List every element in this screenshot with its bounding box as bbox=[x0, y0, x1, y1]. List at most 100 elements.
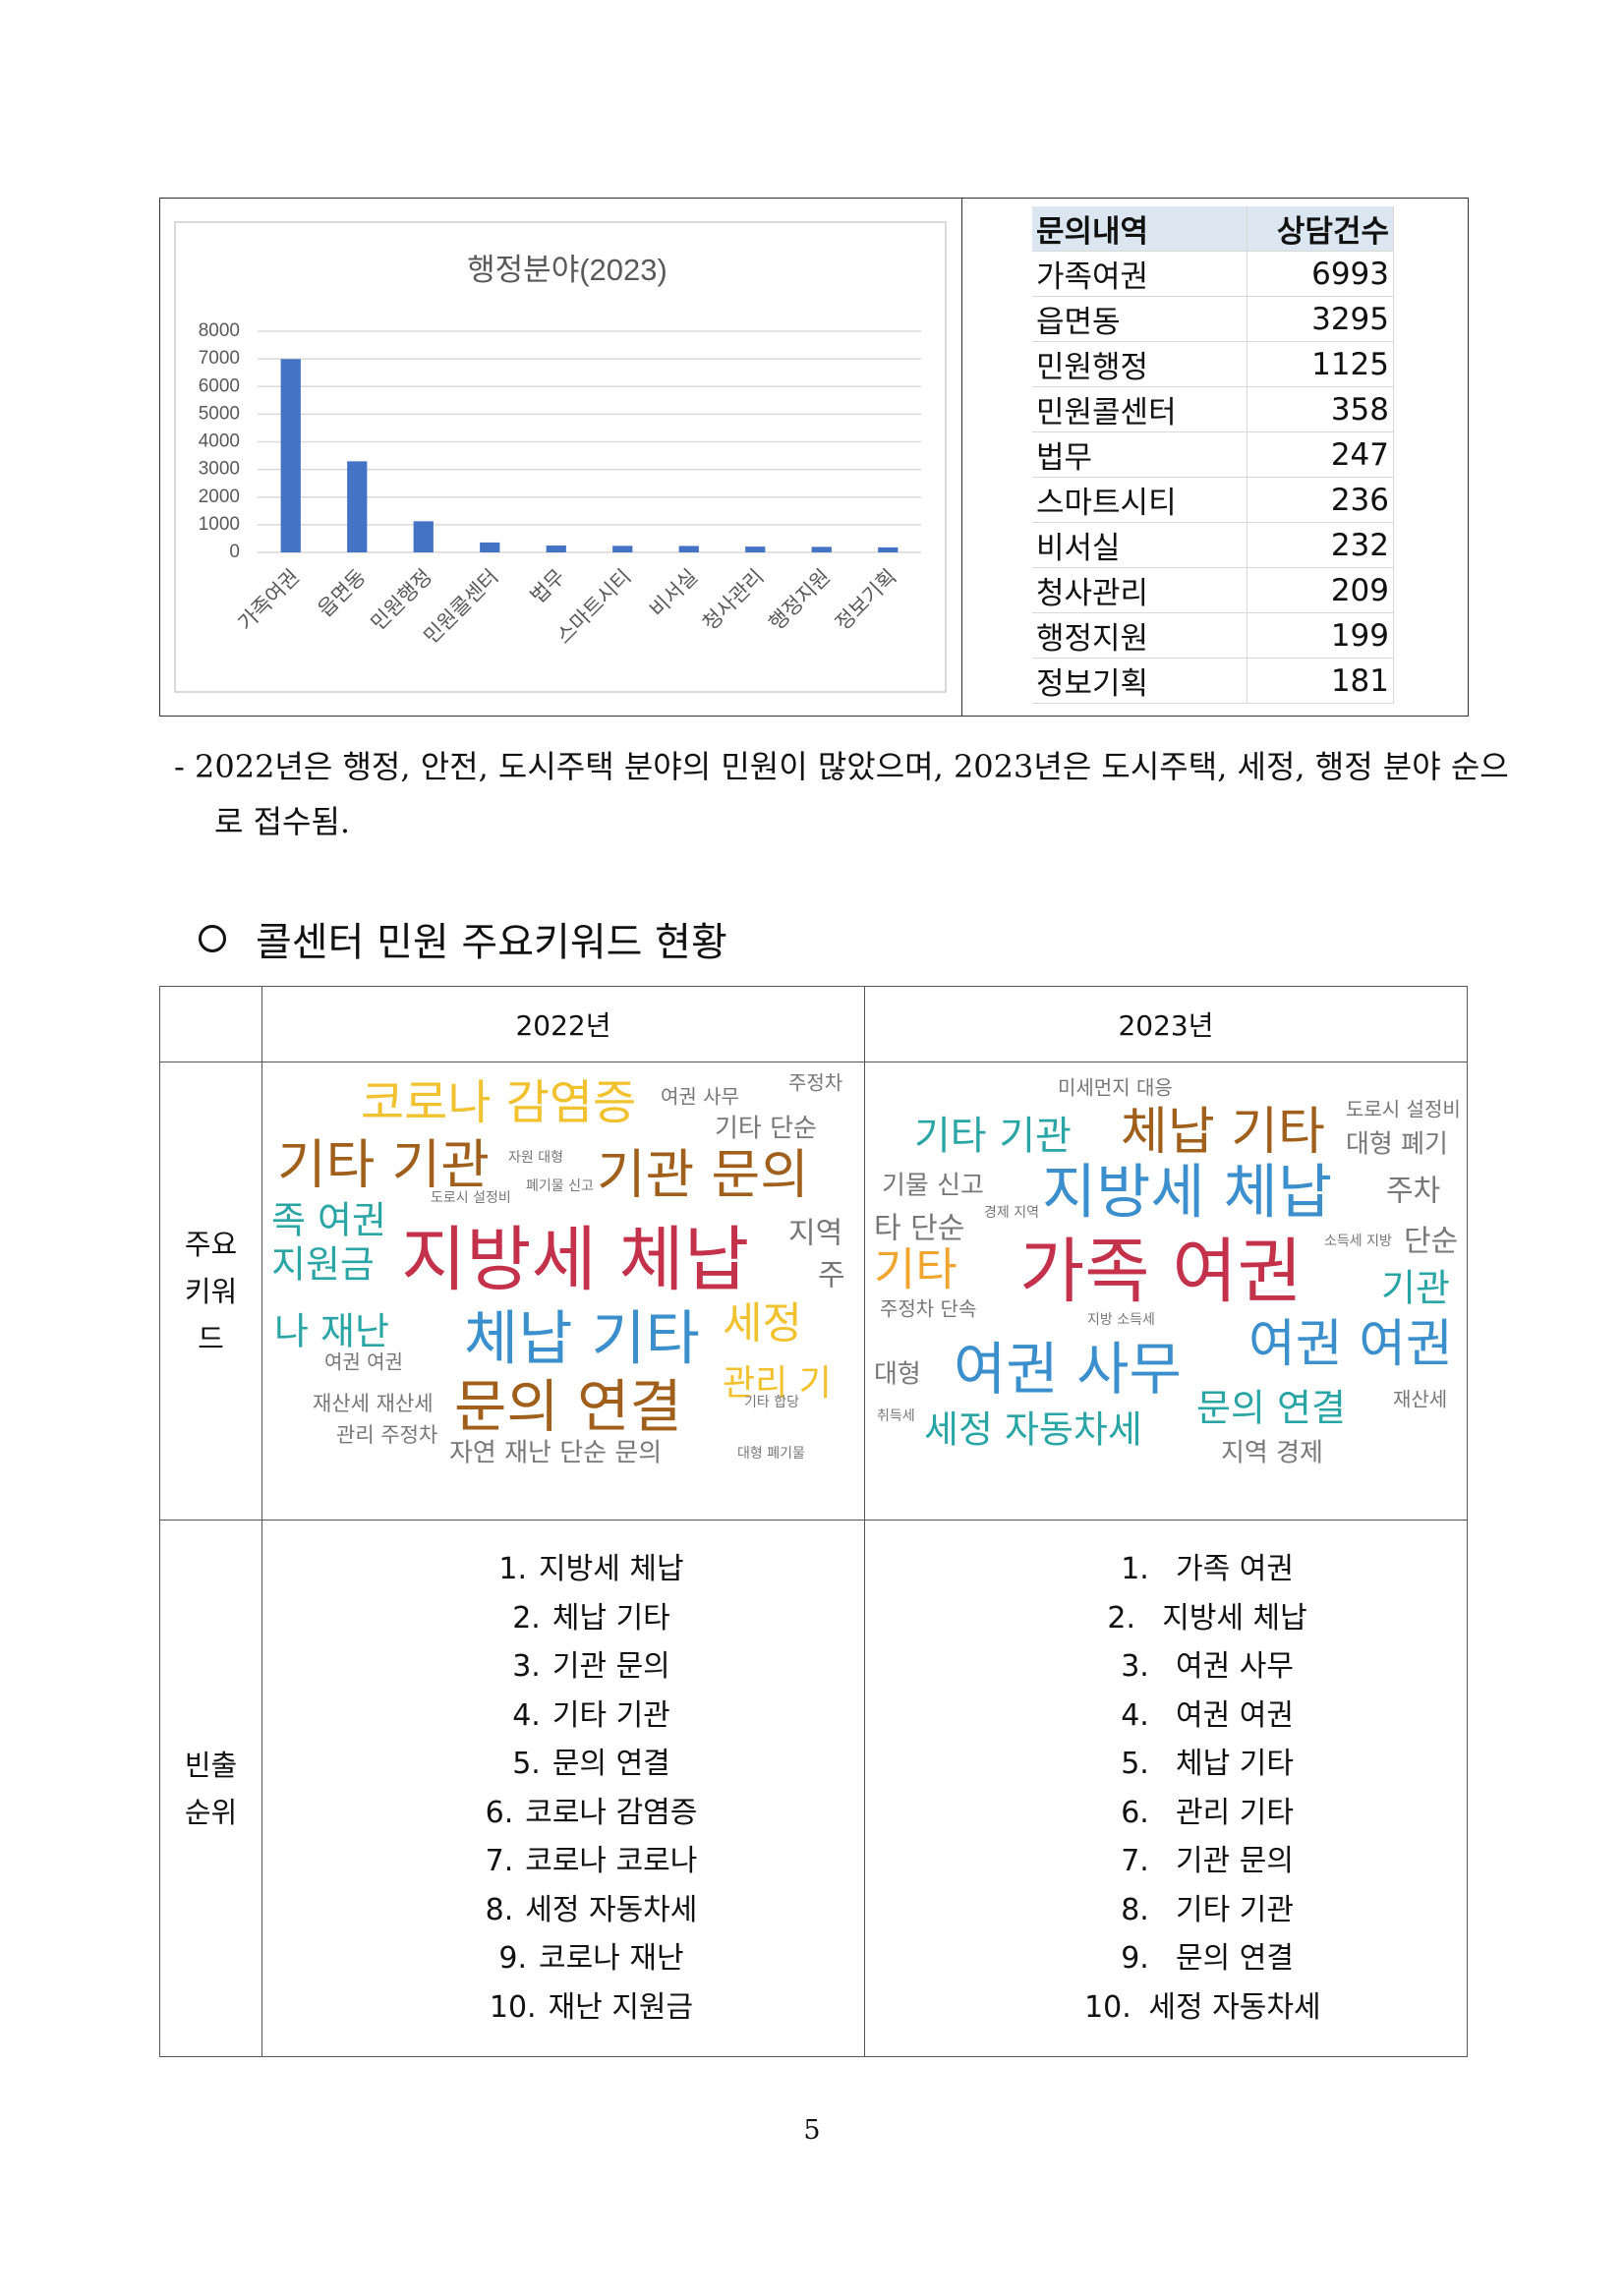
rank-number: 10. bbox=[489, 1989, 537, 2025]
cloud-word: 문의 연결 bbox=[1196, 1387, 1346, 1430]
rank-keyword: 세정 자동차세 bbox=[1148, 1989, 1321, 2025]
count-cell: 6993 bbox=[1247, 251, 1394, 297]
ranking-item: 7. 기관 문의 bbox=[921, 1837, 1467, 1886]
ranking-item: 6. 관리 기타 bbox=[921, 1789, 1467, 1838]
table-row: 정보기획 181 bbox=[1032, 658, 1394, 704]
y-tick-label: 1000 bbox=[199, 514, 240, 535]
ranking-cell: 1. 가족 여권 2. 지방세 체납 3. 여권 사무 4. 여권 여권 5. 체납 기타 6. 관리… bbox=[864, 1520, 1468, 2057]
ranking-item: 7. 코로나 코로나 bbox=[319, 1837, 864, 1886]
cloud-word: 기타 bbox=[874, 1243, 957, 1296]
cloud-word: 대형 bbox=[874, 1360, 921, 1390]
cloud-word: 지원금 bbox=[271, 1243, 375, 1287]
ranking-item: 3. 여권 사무 bbox=[921, 1642, 1467, 1692]
chart-title: 행정분야(2023) bbox=[467, 253, 667, 287]
table-row: 읍면동 3295 bbox=[1032, 296, 1394, 342]
rank-number: 2. bbox=[1107, 1600, 1136, 1636]
count-cell: 236 bbox=[1247, 477, 1394, 523]
row-label: 주요키워드 bbox=[159, 1062, 262, 1521]
y-tick-label: 6000 bbox=[199, 375, 240, 396]
rank-keyword: 재난 지원금 bbox=[548, 1989, 694, 2025]
column-header: 2023년 bbox=[864, 986, 1468, 1062]
row-label-text: 주요키워드 bbox=[184, 1227, 238, 1355]
y-tick-label: 0 bbox=[229, 542, 240, 562]
ranking-item: 3. 기관 문의 bbox=[319, 1642, 864, 1692]
cloud-word: 주정차 bbox=[788, 1071, 842, 1095]
rank-keyword: 여권 여권 bbox=[1176, 1697, 1294, 1733]
y-tick-label: 7000 bbox=[199, 348, 240, 369]
category-cell: 민원콜센터 bbox=[1032, 386, 1247, 432]
table-header: 상담건수 bbox=[1247, 206, 1394, 252]
rank-keyword: 관리 기타 bbox=[1176, 1795, 1294, 1830]
row-label-text: 빈출 순위 bbox=[184, 1748, 238, 1829]
ranking-item: 4. 여권 여권 bbox=[921, 1692, 1467, 1741]
cloud-word: 기타 단순 bbox=[715, 1115, 817, 1144]
section-title: 콜센터 민원 주요키워드 현황 bbox=[256, 920, 727, 965]
table-row: 민원행정 1125 bbox=[1032, 341, 1394, 387]
cloud-word: 기관 문의 bbox=[597, 1144, 809, 1206]
category-cell: 가족여권 bbox=[1032, 251, 1247, 297]
cloud-word: 관리 기 bbox=[723, 1363, 832, 1404]
bar bbox=[745, 546, 766, 552]
bar bbox=[280, 359, 301, 552]
ranking-item: 10. 세정 자동차세 bbox=[921, 1983, 1467, 2033]
divider bbox=[961, 198, 962, 717]
count-cell: 1125 bbox=[1247, 341, 1394, 387]
bar bbox=[878, 546, 899, 552]
rank-keyword: 지방세 체납 bbox=[1162, 1600, 1307, 1636]
cloud-word: 대형 폐기물 bbox=[737, 1446, 805, 1462]
cloud-word: 여권 사무 bbox=[661, 1085, 739, 1109]
y-tick-label: 2000 bbox=[199, 487, 240, 507]
ranking-item: 4. 기타 기관 bbox=[319, 1692, 864, 1741]
count-cell: 232 bbox=[1247, 522, 1394, 568]
category-cell: 스마트시티 bbox=[1032, 477, 1247, 523]
cloud-word: 기타 기관 bbox=[277, 1134, 490, 1196]
figure-box bbox=[159, 198, 1469, 717]
count-cell: 209 bbox=[1247, 567, 1394, 613]
count-cell: 3295 bbox=[1247, 296, 1394, 342]
rank-number: 4. bbox=[1121, 1697, 1149, 1733]
cloud-word: 지역 bbox=[788, 1217, 842, 1251]
table-header: 문의내역 bbox=[1032, 206, 1247, 252]
rank-number: 9. bbox=[1121, 1941, 1149, 1976]
rank-keyword: 가족 여권 bbox=[1176, 1552, 1294, 1586]
table-row: 가족여권 6993 bbox=[1032, 251, 1394, 297]
cloud-word: 주정차 단속 bbox=[880, 1297, 976, 1321]
rank-keyword: 여권 사무 bbox=[1176, 1649, 1294, 1684]
rank-keyword: 기타 기관 bbox=[1176, 1892, 1294, 1927]
cloud-word: 지방세 체납 bbox=[401, 1219, 749, 1301]
rank-number: 1. bbox=[1121, 1552, 1149, 1586]
ranking-item: 6. 코로나 감염증 bbox=[319, 1789, 864, 1838]
paragraph: - 2022년은 행정, 안전, 도시주택 분야의 민원이 많았으며, 2023… bbox=[174, 748, 1509, 840]
rank-keyword: 체납 기타 bbox=[551, 1600, 670, 1636]
ranking-list: 1. 가족 여권 2. 지방세 체납 3. 여권 사무 4. 여권 여권 5. 체납 기타 6. 관리… bbox=[865, 1545, 1467, 2032]
ranking-item: 8. 세정 자동차세 bbox=[319, 1886, 864, 1935]
ranking-item: 1. 지방세 체납 bbox=[319, 1545, 864, 1594]
cloud-word: 나 재난 bbox=[274, 1310, 389, 1353]
cloud-word: 가족 여권 bbox=[1019, 1231, 1303, 1313]
ranking-item: 1. 가족 여권 bbox=[921, 1545, 1467, 1594]
cloud-word: 기물 신고 bbox=[882, 1172, 984, 1201]
rank-keyword: 문의 연결 bbox=[1176, 1941, 1294, 1976]
rank-number: 8. bbox=[1121, 1892, 1149, 1927]
column-header: 2022년 bbox=[261, 986, 865, 1062]
cloud-word: 소득세 지방 bbox=[1324, 1234, 1392, 1249]
cloud-word: 도로시 설정비 bbox=[1346, 1098, 1461, 1121]
wordcloud-cell: 미세먼지 대응 도로시 설정비 기타 기관 체납 기타 대형 폐기 기물 신고 지방세 체납… bbox=[864, 1062, 1468, 1521]
y-tick-label: 8000 bbox=[199, 320, 240, 341]
section-heading: 콜센터 민원 주요키워드 현황 bbox=[199, 910, 727, 967]
rank-keyword: 지방세 체납 bbox=[539, 1552, 684, 1586]
cloud-word: 자원 대형 bbox=[508, 1150, 563, 1166]
ranking-item: 5. 체납 기타 bbox=[921, 1740, 1467, 1789]
rank-keyword: 코로나 재난 bbox=[539, 1941, 684, 1976]
cloud-word: 도로시 설정비 bbox=[431, 1190, 511, 1206]
rank-keyword: 기관 문의 bbox=[551, 1649, 670, 1684]
category-cell: 청사관리 bbox=[1032, 567, 1247, 613]
table-row: 법무 247 bbox=[1032, 431, 1394, 478]
cloud-word: 지역 경제 bbox=[1221, 1439, 1323, 1468]
rank-number: 3. bbox=[1121, 1649, 1149, 1684]
cloud-word: 단순 bbox=[1404, 1225, 1458, 1259]
table-row: 민원콜센터 358 bbox=[1032, 386, 1394, 432]
bar bbox=[413, 521, 434, 552]
ranking-item: 5. 문의 연결 bbox=[319, 1740, 864, 1789]
